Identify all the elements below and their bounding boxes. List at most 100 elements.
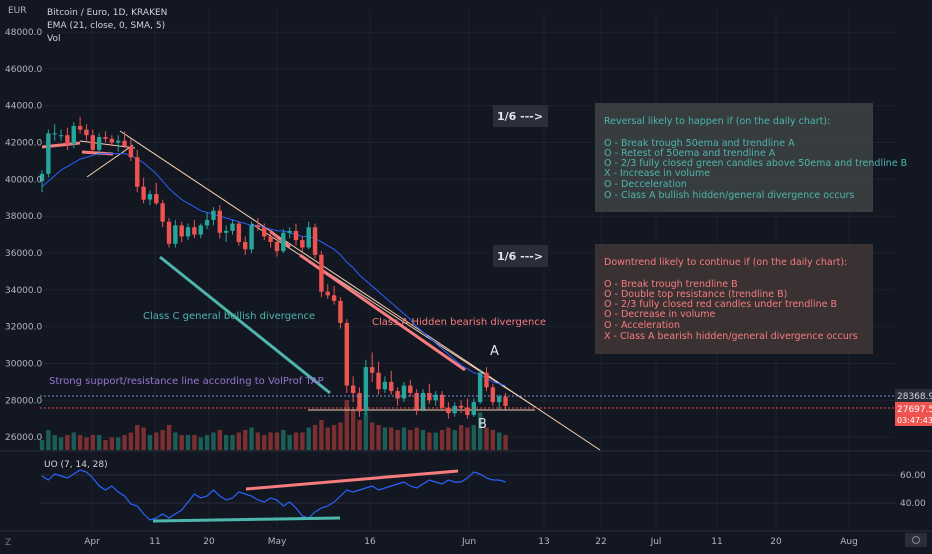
volume-bar	[147, 435, 153, 450]
candle-body	[433, 394, 438, 401]
candle-body	[96, 137, 102, 150]
gear-icon[interactable]	[911, 535, 921, 545]
candle-body	[262, 227, 267, 237]
settings-gear-icon[interactable]	[905, 533, 927, 547]
candle-body	[338, 300, 343, 323]
volume-bar	[185, 435, 191, 450]
y-tick-label: 44000.0	[5, 102, 42, 112]
volume-bar	[160, 430, 165, 450]
y-tick-label: 48000.0	[5, 28, 42, 38]
candle-body	[344, 322, 349, 386]
chart-title[interactable]: Bitcoin / Euro, 1D, KRAKEN	[47, 8, 167, 18]
candle-body	[319, 254, 324, 292]
volume-bar	[128, 432, 134, 450]
x-tick-label: 22	[595, 537, 606, 547]
volume-bar	[217, 430, 222, 450]
volume-bar	[319, 420, 324, 450]
candle-body	[401, 385, 407, 399]
volume-bar	[211, 432, 216, 450]
volume-bar	[52, 435, 57, 450]
ema-badge-value: 28368.9	[897, 392, 932, 402]
candle-body	[465, 407, 470, 416]
ema-badge	[895, 389, 932, 402]
volume-bar	[363, 412, 369, 450]
candle-body	[471, 402, 476, 416]
reversal-box	[595, 103, 873, 212]
volume-bar	[90, 435, 95, 450]
candle-body	[52, 133, 57, 135]
volume-bar	[236, 432, 242, 450]
candle-body	[71, 125, 76, 145]
volume-bar	[255, 432, 261, 450]
candle-body	[166, 221, 172, 244]
candle-body	[58, 135, 64, 137]
downtrend-item: O - Decrease in volume	[604, 309, 716, 320]
reversal-item: X - Increase in volume	[604, 168, 710, 179]
volume-bar	[103, 440, 108, 450]
candle-body	[217, 210, 222, 233]
x-tick-label: 11	[711, 537, 722, 547]
vol-legend[interactable]: Vol	[47, 34, 60, 44]
volume-bar	[65, 435, 70, 450]
downtrend-item: O - Break trough trendline B	[604, 279, 738, 290]
volume-bar	[350, 410, 356, 450]
candle-body	[357, 392, 362, 412]
uo-panel: 60.00 40.00 UO (7, 14, 28)	[0, 450, 932, 523]
volume-bar	[414, 427, 419, 450]
candle-body	[236, 223, 242, 242]
support-note: Strong support/resistance line according…	[49, 376, 324, 387]
reversal-item: O - 2/3 fully closed green candles above…	[604, 158, 907, 169]
timezone-z-button[interactable]: Z	[5, 538, 11, 548]
reversal-text: Reversal likely to happen if (on the dai…	[604, 116, 907, 201]
volume-bar	[471, 425, 476, 450]
candle-body	[484, 372, 489, 388]
y-tick-label: 46000.0	[5, 65, 42, 75]
volume-bar	[408, 430, 413, 450]
volume-bar	[331, 425, 337, 450]
volume-bar	[268, 432, 273, 450]
candle-body	[109, 138, 115, 143]
volume-bar	[287, 435, 292, 450]
volume-bar	[452, 430, 457, 450]
uo-red-divergence	[245, 469, 459, 491]
candle-body	[408, 385, 413, 393]
candle-body	[116, 140, 121, 143]
candle-body	[350, 385, 356, 393]
step1-box	[493, 105, 548, 127]
volume-bar	[477, 412, 483, 450]
step1-label: 1/6 --->	[497, 110, 543, 123]
candle-body	[243, 241, 248, 250]
volume-bar	[300, 432, 305, 450]
y-tick-label: 28000.0	[5, 396, 42, 406]
reversal-item: O - Decceleration	[604, 179, 687, 190]
candle-body	[497, 396, 502, 403]
volume-bar	[281, 430, 286, 450]
green-trend-class-c	[159, 255, 331, 395]
reversal-title: Reversal likely to happen if (on the dai…	[604, 116, 830, 127]
downtrend-item: X - Class A bearish hidden/general diver…	[604, 331, 858, 342]
downtrend-box	[595, 244, 873, 354]
x-tick-label: May	[268, 537, 287, 547]
volume-bar	[274, 432, 280, 450]
candle-body	[135, 157, 140, 187]
x-tick-label: 11	[149, 537, 160, 547]
candle-body	[192, 227, 197, 235]
volume-bar	[389, 427, 394, 450]
volume-bar	[77, 435, 83, 450]
candle-body	[446, 407, 451, 414]
volume-bar	[401, 427, 407, 450]
close-badge-countdown: 03:47:43	[897, 416, 932, 425]
volume-bar	[420, 430, 426, 450]
candle-body	[427, 392, 432, 401]
candle-body	[287, 230, 292, 233]
candle-body	[46, 133, 51, 174]
ema-legend[interactable]: EMA (21, close, 0, SMA, 5)	[47, 21, 165, 31]
y-tick-label: 32000.0	[5, 323, 42, 333]
candle-body	[173, 225, 178, 244]
candle-body	[77, 125, 83, 130]
y-tick-label: 40000.0	[5, 175, 42, 185]
candle-body	[363, 367, 369, 412]
volume-bar	[427, 432, 432, 450]
